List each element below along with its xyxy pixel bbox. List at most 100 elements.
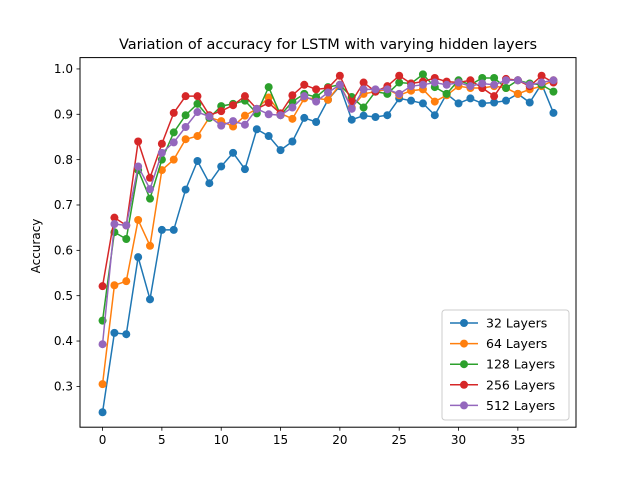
series-256-layers [98,71,558,291]
series-line [101,74,554,287]
data-point [229,148,238,157]
data-point [442,89,451,98]
data-point [146,241,155,250]
data-point [169,138,178,147]
data-point [169,155,178,164]
data-point [217,121,226,130]
data-point [395,89,404,98]
legend-box [441,309,570,421]
data-point [240,120,249,129]
data-point [264,83,273,92]
legend-label: 512 Layers [486,398,555,413]
data-point [122,234,131,243]
data-point [407,96,416,105]
data-point [181,135,190,144]
data-point [276,146,285,155]
series-512-layers [98,76,558,349]
data-point [371,113,380,122]
data-point [490,74,499,83]
legend-item: 256 Layers [450,377,555,392]
x-tick-label: 10 [214,433,229,447]
x-tick-label: 35 [510,433,525,447]
data-point [122,330,131,339]
data-point [501,76,510,85]
data-point [300,113,309,122]
x-tick-label: 0 [99,433,107,447]
y-tick-label: 0.4 [54,334,73,348]
data-point [157,225,166,234]
data-point [490,92,499,101]
data-point [490,98,499,107]
legend-item: 32 Layers [450,316,547,331]
data-point [549,108,558,117]
data-point [134,215,143,224]
data-point [205,179,214,188]
data-point [193,108,202,117]
legend-label: 32 Layers [486,316,547,331]
legend-label: 256 Layers [486,377,555,392]
data-point [537,71,546,80]
x-tick-label: 15 [273,433,288,447]
data-point [134,162,143,171]
legend: 32 Layers 64 Layers 128 Layers 256 Layers 51… [441,309,570,421]
data-point [430,97,439,106]
data-point [157,139,166,148]
data-point [549,87,558,96]
data-point [217,107,226,116]
data-point [157,148,166,157]
data-point [169,128,178,137]
data-point [359,103,368,112]
data-point [264,132,273,141]
data-point [335,80,344,89]
data-point [110,281,119,290]
data-point [525,80,534,89]
data-point [169,225,178,234]
x-tick-label: 5 [158,433,166,447]
data-point [324,95,332,104]
data-point [181,92,190,101]
legend-swatch-marker [460,319,468,327]
data-point [312,117,321,126]
data-point [110,328,119,337]
legend-label: 128 Layers [486,357,555,372]
data-point [359,85,368,94]
data-point [347,115,356,124]
data-point [312,97,321,106]
legend-item: 64 Layers [450,336,547,351]
x-tick-label: 25 [392,433,407,447]
data-point [134,253,143,262]
data-point [466,82,475,91]
data-point [122,277,131,286]
chart-title: Variation of accuracy for LSTM with vary… [119,37,537,53]
data-point [98,340,107,349]
data-point [537,78,546,87]
data-point [240,111,249,120]
x-tick-label: 20 [332,433,347,447]
y-tick-label: 0.8 [54,153,73,167]
data-point [490,80,499,89]
data-point [134,137,143,146]
data-point [98,380,107,389]
data-point [466,94,475,103]
data-point [264,98,273,107]
data-point [395,71,404,80]
data-point [359,111,368,120]
data-point [169,108,178,117]
data-point [418,80,427,89]
data-point [312,85,321,94]
data-point [549,76,558,85]
data-point [418,70,427,79]
data-point [193,92,202,101]
data-point [181,122,190,131]
data-point [288,114,297,123]
y-tick-label: 0.7 [54,198,73,212]
data-point [181,111,190,120]
data-point [122,221,131,230]
data-point [478,79,487,88]
data-point [454,99,463,108]
legend-swatch-marker [460,339,468,348]
data-point [324,88,332,97]
axes-frame [79,57,577,428]
data-point [501,96,510,105]
